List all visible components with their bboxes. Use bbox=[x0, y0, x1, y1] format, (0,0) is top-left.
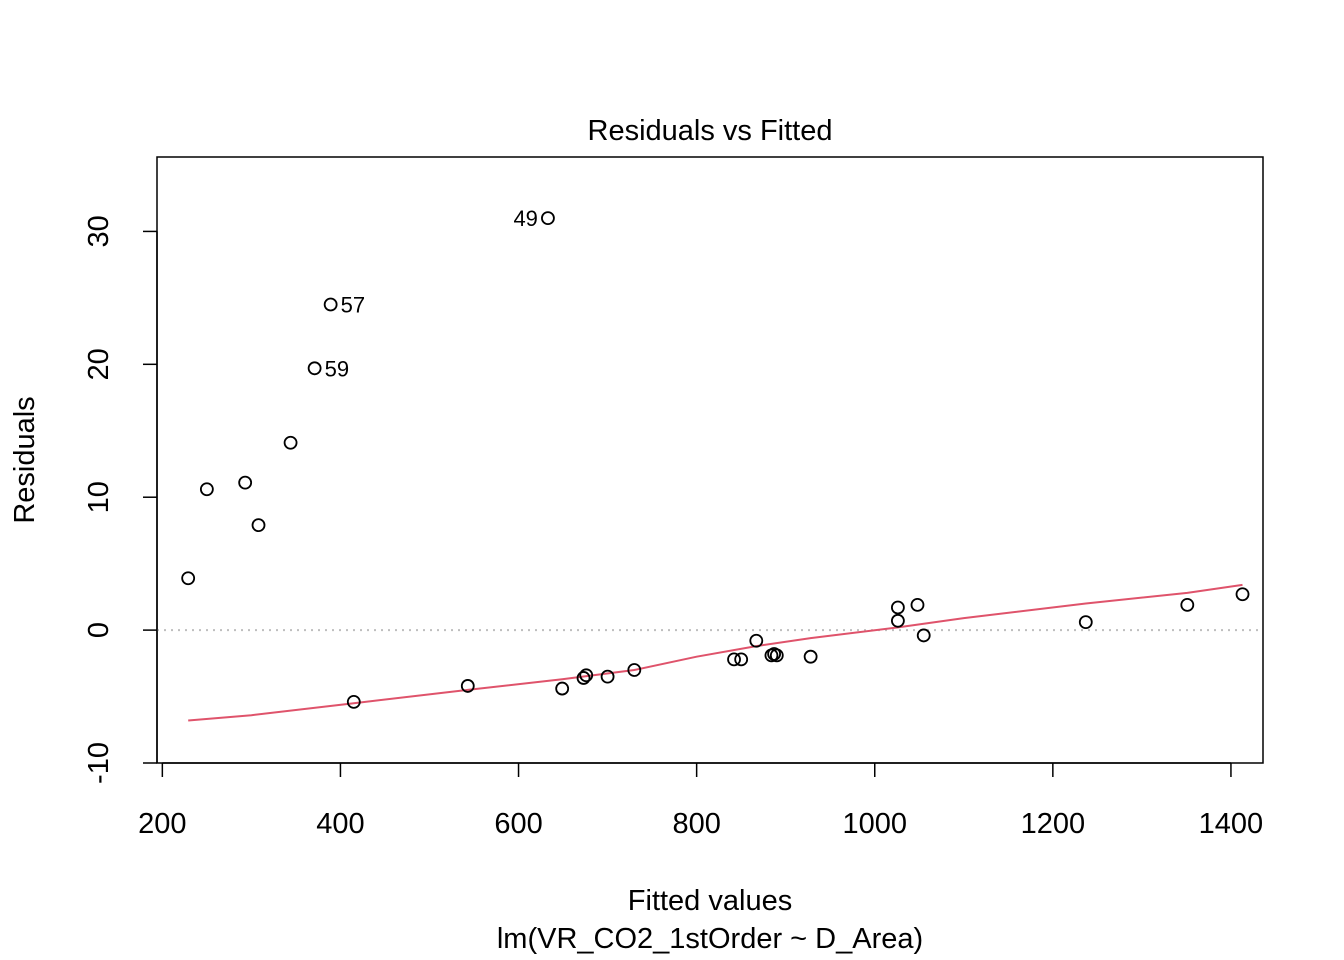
y-tick-label: 10 bbox=[83, 481, 115, 513]
points-layer bbox=[181, 211, 1250, 709]
y-tick-label: 30 bbox=[83, 215, 115, 247]
x-tick-label: 1200 bbox=[1021, 808, 1086, 840]
y-tick-label: -10 bbox=[83, 742, 115, 784]
point-label: 59 bbox=[325, 356, 349, 381]
residual-point bbox=[600, 669, 615, 684]
x-tick-label: 600 bbox=[494, 808, 542, 840]
residual-point bbox=[579, 668, 594, 683]
residual-point bbox=[734, 652, 749, 667]
residual-point bbox=[769, 648, 784, 663]
x-tick-label: 200 bbox=[138, 808, 186, 840]
x-tick-label: 800 bbox=[672, 808, 720, 840]
y-axis-label: Residuals bbox=[9, 396, 41, 523]
residual-point bbox=[181, 571, 196, 586]
residual-point bbox=[576, 671, 591, 685]
smooth-trend-line bbox=[188, 583, 1243, 722]
x-axis-label: Fitted values bbox=[628, 885, 792, 917]
residual-point bbox=[916, 628, 931, 643]
residual-point bbox=[199, 482, 214, 497]
residual-point bbox=[238, 475, 253, 490]
residual-point bbox=[460, 679, 475, 693]
residual-point bbox=[251, 518, 266, 533]
residual-point bbox=[555, 681, 570, 696]
residual-point bbox=[749, 633, 764, 648]
point-label: 57 bbox=[341, 293, 365, 318]
point-labels-layer: 59 57 49 bbox=[325, 206, 538, 381]
residual-point bbox=[323, 297, 338, 312]
residual-point bbox=[346, 694, 361, 709]
residual-point bbox=[890, 613, 905, 628]
y-axis: -10 0 10 20 30 bbox=[83, 215, 158, 784]
x-tick-label: 400 bbox=[316, 808, 364, 840]
model-formula-subtitle: lm(VR_CO2_1stOrder ~ D_Area) bbox=[497, 923, 923, 955]
residual-point bbox=[1235, 587, 1250, 602]
residual-point bbox=[910, 597, 925, 612]
residual-point bbox=[541, 211, 555, 226]
residual-point bbox=[1078, 615, 1093, 630]
x-tick-label: 1400 bbox=[1199, 808, 1264, 840]
x-axis: 200 400 600 800 1000 1200 1400 bbox=[138, 762, 1264, 840]
residual-point bbox=[727, 652, 741, 667]
point-label: 49 bbox=[513, 206, 537, 231]
residual-point bbox=[307, 361, 322, 376]
residual-point bbox=[890, 600, 905, 615]
x-tick-label: 1000 bbox=[842, 808, 907, 840]
residual-point bbox=[627, 663, 642, 677]
residual-point bbox=[803, 649, 818, 664]
chart-title: Residuals vs Fitted bbox=[588, 115, 833, 147]
y-tick-label: 0 bbox=[83, 622, 115, 638]
plot-frame bbox=[156, 156, 1264, 764]
residual-point bbox=[1180, 597, 1195, 612]
residual-point bbox=[283, 435, 298, 450]
y-tick-label: 20 bbox=[83, 348, 115, 380]
smooth-line-layer bbox=[188, 583, 1243, 722]
